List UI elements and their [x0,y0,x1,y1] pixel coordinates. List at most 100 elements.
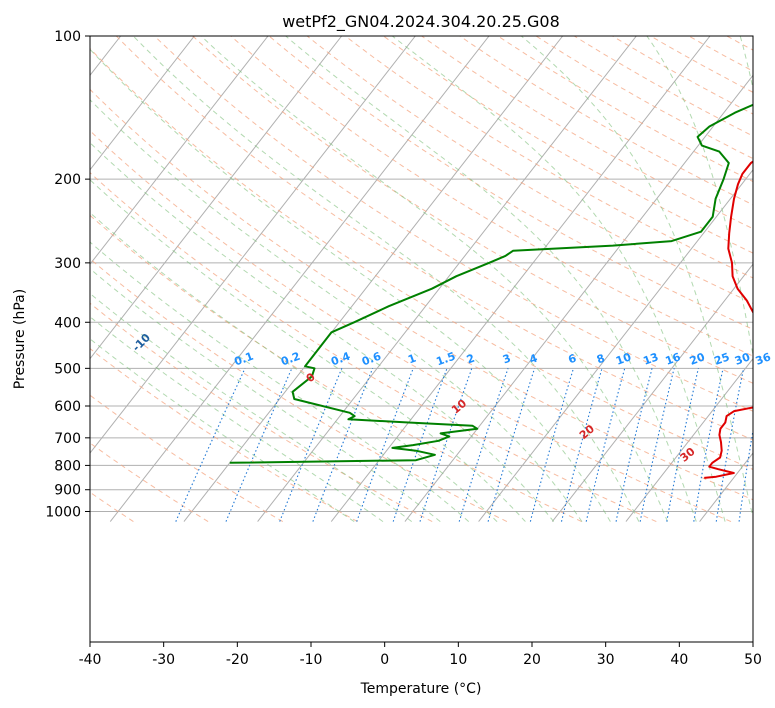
mixing-ratio-label: 6 [566,352,578,367]
mixing-ratio-line [487,368,536,522]
temperature-profile-line [704,160,753,479]
mixing-ratio-label: 0.2 [279,350,302,369]
moist-adiabat-line [132,36,640,522]
y-tick-label: 500 [54,361,81,377]
dewpoint-profile-line [229,103,753,464]
mixing-ratio-line [225,368,293,522]
isotherm-line [625,357,753,522]
mixing-ratio-label: 1 [406,352,418,367]
x-tick-label: 40 [670,652,688,668]
moist-adiabat-line [90,211,498,522]
moist-adiabat-line [90,48,611,522]
dry-adiabat-line [535,36,753,160]
isotherm-line [257,36,637,522]
mixing-ratio-label: 30 [733,350,752,368]
reference-lines [90,36,753,523]
isotherm-line [90,36,269,266]
mixing-ratio-line [639,368,675,522]
y-tick-label: 400 [54,315,81,331]
x-tick-label: -40 [79,652,102,668]
y-tick-label: 100 [54,29,81,45]
x-tick-label: -10 [300,652,323,668]
mixing-ratio-line [175,368,246,522]
dry-adiabat-line [90,394,284,523]
mixing-ratio-label: 0.6 [360,349,383,368]
moist-adiabat-line [200,36,668,522]
moist-adiabat-line [90,268,441,522]
mixing-ratio-line [312,368,374,522]
chart-title: wetPf2_GN04.2024.304.20.25.G08 [282,12,560,32]
moist-adiabat-line [90,241,470,522]
x-tick-label: 30 [597,652,615,668]
x-tick-label: 20 [523,652,541,668]
mixing-ratio-label: 8 [595,352,607,367]
isotherm-line [90,36,416,454]
y-axis-title: Pressure (hPa) [12,289,28,389]
moist-adiabat-line [90,292,413,522]
mixing-ratio-line [693,368,724,522]
mixing-ratio-line [585,368,626,522]
mixing-ratio-line [458,368,509,522]
x-tick-label: -20 [226,652,249,668]
x-tick-label: -30 [152,652,175,668]
moist-adiabat-line [90,141,555,522]
mixing-ratio-line [529,368,574,522]
x-tick-label: 10 [449,652,467,668]
dry-adiabat-line [306,36,753,304]
grid-layer [90,36,753,522]
isotherm-line [90,36,343,360]
moist-adiabat-line [90,179,526,522]
dry-adiabat-line [154,36,753,412]
dry-adiabat-line [115,36,753,441]
profile-layer [229,103,753,479]
y-tick-label: 300 [54,256,81,272]
isotherm-line [551,263,753,522]
mixing-ratio-label: 10 [614,350,633,368]
mixing-ratio-label: 4 [528,352,540,367]
mixing-ratio-label: 25 [712,350,731,367]
dry-adiabat-line [90,88,753,501]
y-tick-label: 700 [54,431,81,447]
isotherm-line [478,168,753,522]
mixing-ratio-label: 0.1 [232,350,255,369]
mixing-ratio-label: 0.4 [329,349,352,368]
mixing-ratio-label: 36 [754,350,773,368]
dry-adiabat-line [90,47,753,470]
mixing-ratio-label: 13 [641,350,660,367]
y-tick-label: 200 [54,172,81,188]
moist-adiabat-line [285,36,697,522]
dry-adiabat-line [90,258,508,523]
isotherm-line [109,36,490,522]
x-tick-label: 0 [380,652,389,668]
mixing-ratio-line [715,368,745,522]
plot-frame [89,35,754,643]
y-tick-label: 800 [54,458,81,474]
isotherm-line [90,36,195,171]
moist-adiabat-line [520,36,753,520]
dry-adiabat-line [421,36,753,230]
mixing-ratio-line [279,368,343,522]
isotherm-line [330,36,711,522]
dry-adiabat-line [192,36,753,384]
mixing-ratio-line [560,368,603,522]
dry-adiabat-line [268,36,753,330]
y-tick-label: 900 [54,483,81,499]
mixing-ratio-label: 20 [688,350,707,368]
dry-adiabat-line [90,302,433,523]
mixing-ratio-line [615,368,653,522]
x-axis-title: Temperature (°C) [360,681,482,697]
x-tick-label: 50 [744,652,762,668]
x-axis: -40 -30 -20 -10 0 10 20 30 40 50 [79,642,762,668]
y-axis: 100 200 300 400 500 600 700 800 900 1000 [45,29,90,520]
isotherm-line [183,36,564,522]
mixing-ratio-label: 1.5 [434,350,457,369]
dry-adiabat-line [90,214,582,523]
y-tick-label: 1000 [45,504,81,520]
mixing-ratio-label: 2 [465,352,477,367]
mixing-ratio-label: 3 [501,352,513,367]
dry-adiabat-line [230,36,753,357]
moist-adiabat-line [391,36,726,522]
y-tick-label: 600 [54,399,81,415]
